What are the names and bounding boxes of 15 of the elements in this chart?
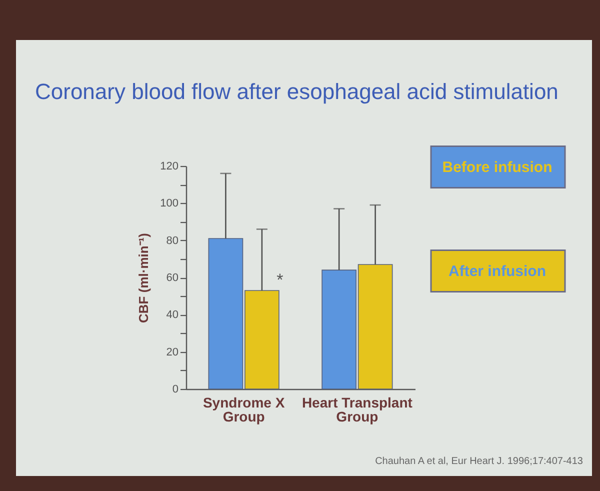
y-tick-label: 0 <box>172 384 178 396</box>
x-tick-label: Heart Transplant Group <box>302 394 413 424</box>
y-tick-label: 20 <box>166 346 178 358</box>
x-tick-label: Syndrome X Group <box>202 394 286 424</box>
text: Chauhan A et al, Eur Heart J. 1996;17:407-413 <box>375 456 584 467</box>
y-tick-label: 40 <box>166 309 178 322</box>
y-tick-label: 120 <box>160 160 178 172</box>
annotation: * <box>276 270 284 290</box>
y-tick-label: 80 <box>166 234 178 247</box>
chart-title: Coronary blood flow after esophageal acid stimulation <box>35 79 558 104</box>
text: After infusion <box>448 263 546 280</box>
y-tick-label: 60 <box>166 272 178 284</box>
y-axis-title: CBF (ml·min⁻¹) <box>136 233 152 323</box>
y-tick-label: 100 <box>160 198 178 210</box>
text: Before infusion <box>442 159 552 176</box>
